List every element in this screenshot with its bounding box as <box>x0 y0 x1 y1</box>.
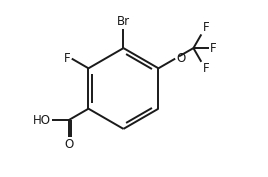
Text: F: F <box>202 62 209 75</box>
Text: Br: Br <box>117 15 130 28</box>
Text: F: F <box>210 42 217 55</box>
Text: F: F <box>202 21 209 34</box>
Text: O: O <box>64 138 73 151</box>
Text: HO: HO <box>33 114 51 127</box>
Text: F: F <box>64 52 70 65</box>
Text: O: O <box>176 52 185 65</box>
